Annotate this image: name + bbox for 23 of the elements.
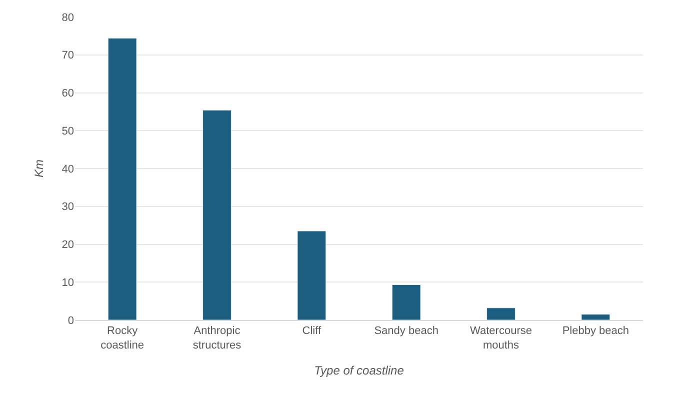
y-axis-title: Km <box>32 159 46 178</box>
bar <box>202 110 232 320</box>
x-tick-label: Sandy beach <box>374 325 438 338</box>
y-tick-label: 40 <box>62 163 74 176</box>
y-tick-label: 0 <box>68 314 74 327</box>
bar <box>297 230 326 320</box>
y-tick-label: 70 <box>62 50 74 62</box>
bar <box>581 314 610 320</box>
x-tick-label: Anthropic structures <box>192 325 242 352</box>
y-tick-label: 20 <box>62 239 74 252</box>
bar <box>486 308 516 320</box>
y-tick-label: 60 <box>62 88 74 100</box>
x-tick-label: Watercourse mouths <box>470 325 532 352</box>
x-axis-title: Type of coastline <box>314 363 404 378</box>
y-tick-label: 10 <box>62 276 74 289</box>
bar <box>108 38 137 320</box>
x-tick-label: Plebby beach <box>562 325 630 338</box>
y-tick-label: 50 <box>62 125 74 138</box>
x-tick-label: Rocky coastline <box>100 325 144 352</box>
y-tick-label: 30 <box>62 201 74 214</box>
x-tick-label: Cliff <box>302 325 322 338</box>
bar <box>392 284 421 320</box>
y-tick-label: 80 <box>62 12 74 24</box>
